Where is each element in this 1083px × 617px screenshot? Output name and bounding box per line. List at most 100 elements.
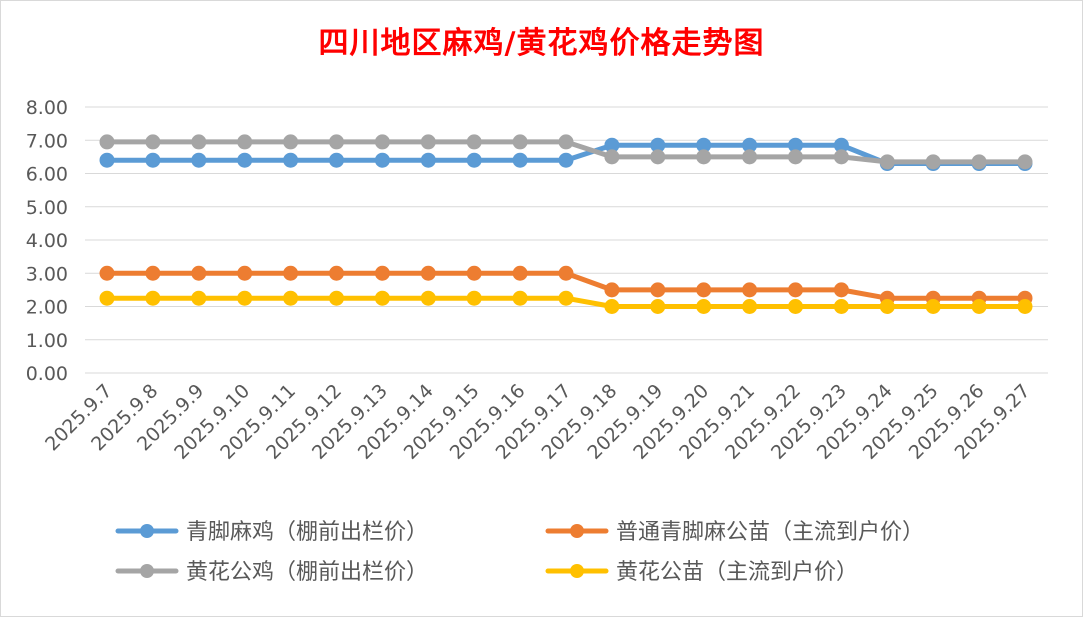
y-tick-label: 2.00 (26, 297, 68, 319)
data-point (329, 290, 344, 306)
data-point (512, 265, 528, 281)
legend-label: 黄花公鸡（棚前出栏价） (186, 560, 428, 585)
data-point (512, 134, 528, 150)
series-3 (99, 134, 1033, 170)
data-point (145, 152, 161, 168)
legend-item: 普通青脚麻公苗（主流到户价） (545, 520, 924, 545)
y-tick-label: 6.00 (26, 164, 68, 186)
data-point (558, 134, 574, 150)
data-point (788, 282, 803, 298)
legend-item: 黄花公苗（主流到户价） (545, 560, 858, 585)
data-point (788, 149, 803, 165)
data-point (191, 152, 207, 168)
data-point (558, 290, 574, 306)
data-point (604, 299, 620, 314)
data-point (742, 282, 758, 298)
data-point (283, 134, 299, 150)
chart-title: 四川地区麻鸡/黄花鸡价格走势图 (318, 26, 765, 61)
data-point (237, 152, 253, 168)
data-point (742, 149, 758, 165)
data-point (466, 290, 482, 306)
data-point (650, 299, 666, 314)
y-tick-label: 0.00 (26, 363, 68, 385)
data-point (466, 265, 482, 281)
series-group (99, 134, 1033, 314)
data-point (99, 290, 115, 306)
data-point (833, 299, 849, 314)
data-point (191, 290, 207, 306)
data-point (833, 149, 849, 165)
legend-item: 青脚麻鸡（棚前出栏价） (115, 520, 428, 545)
data-point (283, 290, 299, 306)
legend-swatch-marker (570, 564, 584, 578)
data-point (879, 154, 895, 170)
data-point (374, 265, 390, 281)
data-point (696, 299, 712, 314)
y-axis-ticks: 0.00 1.00 2.00 3.00 4.00 5.00 6.00 7.00 8.00 (26, 97, 68, 385)
data-point (145, 265, 161, 281)
legend-swatch-marker (570, 524, 584, 538)
data-point (237, 290, 253, 306)
data-point (283, 152, 299, 168)
data-point (99, 152, 115, 168)
y-tick-label: 7.00 (26, 130, 68, 152)
data-point (833, 282, 849, 298)
data-point (99, 265, 115, 281)
data-point (925, 299, 941, 314)
legend-item: 黄花公鸡（棚前出栏价） (115, 560, 428, 585)
data-point (237, 134, 253, 150)
data-point (374, 290, 390, 306)
legend-label: 黄花公苗（主流到户价） (616, 560, 858, 585)
data-point (99, 134, 115, 150)
data-point (558, 152, 574, 168)
data-point (329, 134, 344, 150)
data-point (283, 265, 299, 281)
data-point (696, 282, 712, 298)
data-point (604, 282, 620, 298)
data-point (696, 149, 712, 165)
data-point (879, 299, 895, 314)
data-point (1017, 299, 1033, 314)
data-point (466, 134, 482, 150)
y-tick-label: 3.00 (26, 263, 68, 285)
data-point (420, 290, 436, 306)
data-point (420, 134, 436, 150)
data-point (742, 299, 758, 314)
data-point (788, 299, 803, 314)
legend-swatch-marker (140, 524, 154, 538)
data-point (420, 265, 436, 281)
data-point (145, 290, 161, 306)
data-point (558, 265, 574, 281)
data-point (971, 154, 987, 170)
data-point (420, 152, 436, 168)
data-point (329, 265, 344, 281)
data-point (650, 282, 666, 298)
y-tick-label: 1.00 (26, 330, 68, 352)
x-axis-ticks: 2025.9.72025.9.82025.9.92025.9.102025.9.… (41, 380, 1034, 464)
data-point (925, 154, 941, 170)
data-point (329, 152, 344, 168)
y-tick-label: 5.00 (26, 197, 68, 219)
series-2 (99, 265, 1033, 306)
data-point (512, 290, 528, 306)
data-point (145, 134, 161, 150)
data-point (191, 265, 207, 281)
legend: 青脚麻鸡（棚前出栏价） 普通青脚麻公苗（主流到户价） 黄花公鸡（棚前出栏价） 黄花公苗… (115, 520, 924, 585)
data-point (650, 149, 666, 165)
data-point (466, 152, 482, 168)
y-tick-label: 8.00 (26, 97, 68, 119)
legend-label: 青脚麻鸡（棚前出栏价） (186, 520, 428, 545)
data-point (971, 299, 987, 314)
data-point (512, 152, 528, 168)
series-4 (99, 290, 1033, 314)
legend-label: 普通青脚麻公苗（主流到户价） (616, 520, 924, 545)
legend-swatch-marker (140, 564, 154, 578)
data-point (604, 149, 620, 165)
data-point (374, 152, 390, 168)
y-tick-label: 4.00 (26, 230, 68, 252)
data-point (237, 265, 253, 281)
data-point (191, 134, 207, 150)
data-point (1017, 154, 1033, 170)
data-point (374, 134, 390, 150)
